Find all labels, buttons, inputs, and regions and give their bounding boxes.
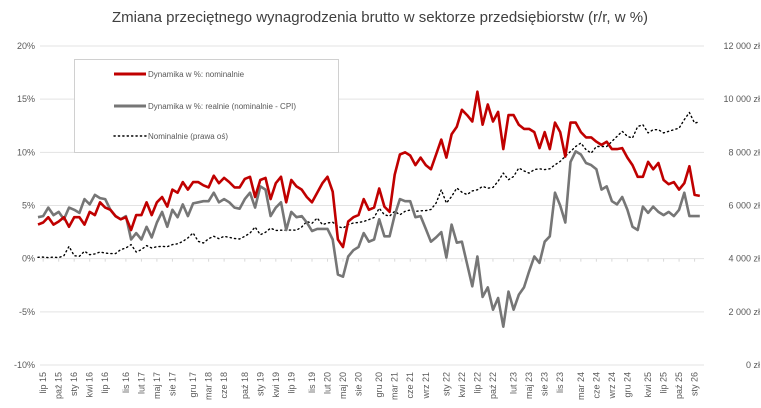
left-tick-label: 5% <box>22 201 35 211</box>
left-axis-labels: 20% 15% 10% 5% 0% -5% -10% <box>14 41 35 370</box>
left-tick-label: 15% <box>17 94 35 104</box>
x-tick-label: lut 17 <box>136 372 146 394</box>
x-tick-label: paź 25 <box>674 372 684 399</box>
x-tick-label: mar 18 <box>204 372 214 400</box>
x-tick-label: wrz 21 <box>421 372 431 400</box>
legend-label-level: Nominalnie (prawa oś) <box>148 132 228 141</box>
x-tick-label: lis 19 <box>307 372 317 393</box>
legend: Dynamika w %: nominalnie Dynamika w %: r… <box>74 59 339 153</box>
right-tick-label: 4 000 zł <box>728 254 760 264</box>
x-tick-label: maj 20 <box>338 372 348 399</box>
x-tick-label: sie 20 <box>354 372 364 396</box>
right-tick-label: 0 zł <box>746 360 760 370</box>
series-lines <box>37 90 701 328</box>
x-axis-labels: lip 15 paź 15 sty 16 kwi 16 lip 16 lis 16 lut … <box>38 372 699 400</box>
x-tick-label: gru 20 <box>374 372 384 398</box>
x-tick-label: paź 18 <box>240 372 250 399</box>
x-tick-label: cze 24 <box>591 372 601 399</box>
x-tick-label: kwi 19 <box>271 372 281 398</box>
legend-label-nominal: Dynamika w %: nominalnie <box>148 70 245 79</box>
series-line-real <box>37 150 700 328</box>
x-tick-label: lip 22 <box>472 372 482 394</box>
legend-label-real: Dynamika w %: realnie (nominalnie - CPI) <box>148 102 296 111</box>
x-tick-label: lip 15 <box>38 372 48 394</box>
series-line-nominal <box>37 90 701 249</box>
x-tick-label: paź 22 <box>488 372 498 399</box>
right-tick-label: 6 000 zł <box>728 201 760 211</box>
x-tick-label: kwi 16 <box>85 372 95 398</box>
x-tick-label: sty 19 <box>255 372 265 396</box>
x-tick-label: kwi 25 <box>643 372 653 398</box>
right-tick-label: 12 000 zł <box>723 41 760 51</box>
x-tick-label: cze 18 <box>219 372 229 399</box>
x-tick-label: lip 16 <box>100 372 110 394</box>
left-tick-label: -5% <box>19 307 35 317</box>
left-tick-label: 10% <box>17 147 35 157</box>
left-tick-label: 20% <box>17 41 35 51</box>
x-tick-label: gru 24 <box>622 372 632 398</box>
left-tick-label: -10% <box>14 360 35 370</box>
chart-title: Zmiana przeciętnego wynagrodzenia brutto… <box>112 9 648 26</box>
x-tick-label: mar 21 <box>390 372 400 400</box>
left-tick-label: 0% <box>22 254 35 264</box>
x-tick-label: sty 16 <box>69 372 79 396</box>
right-tick-label: 10 000 zł <box>723 94 760 104</box>
right-axis-labels: 12 000 zł 10 000 zł 8 000 zł 6 000 zł 4 000 … <box>723 41 760 370</box>
x-tick-label: lut 23 <box>509 372 519 394</box>
right-tick-label: 8 000 zł <box>728 147 760 157</box>
x-tick-label: paź 15 <box>54 372 64 399</box>
x-tick-label: gru 17 <box>188 372 198 398</box>
x-tick-label: lis 23 <box>555 372 565 393</box>
x-tick-label: cze 21 <box>405 372 415 399</box>
x-tick-label: maj 17 <box>152 372 162 399</box>
right-tick-label: 2 000 zł <box>728 307 760 317</box>
x-tick-label: wrz 24 <box>607 372 617 400</box>
x-tick-label: sty 26 <box>690 372 700 396</box>
x-tick-label: sty 22 <box>441 372 451 396</box>
x-tick-label: mar 24 <box>576 372 586 400</box>
x-tick-label: maj 23 <box>524 372 534 399</box>
x-tick-label: sie 23 <box>540 372 550 396</box>
x-tick-label: lip 19 <box>286 372 296 394</box>
x-tick-label: lut 20 <box>323 372 333 394</box>
x-tick-label: lip 25 <box>659 372 669 394</box>
x-tick-label: lis 16 <box>121 372 131 393</box>
series-line-level <box>37 111 701 259</box>
x-tick-label: kwi 22 <box>457 372 467 398</box>
x-tick-label: sie 17 <box>167 372 177 396</box>
